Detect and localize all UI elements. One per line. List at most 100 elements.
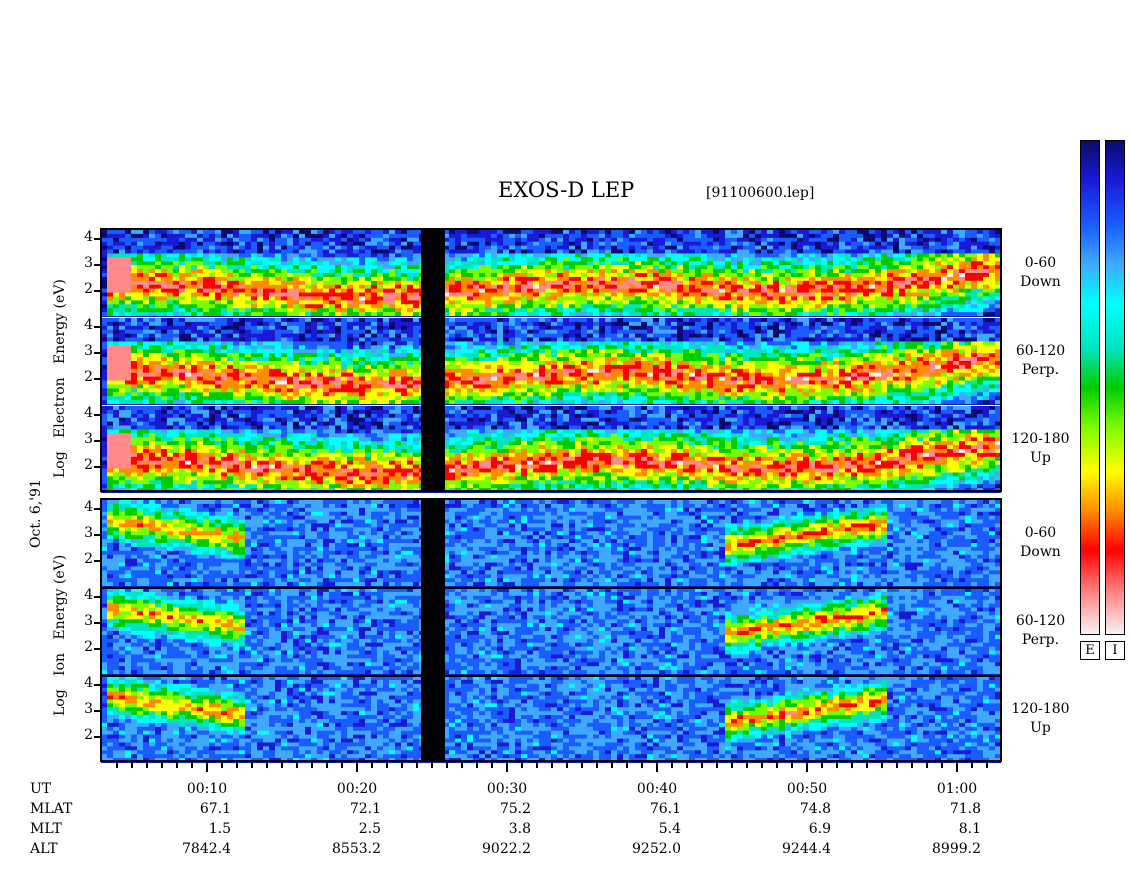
electron-colorbar bbox=[1080, 140, 1100, 635]
channel-angle: 60-120 bbox=[1015, 343, 1066, 359]
x-minor-tick bbox=[836, 762, 838, 768]
chart-title: EXOS-D LEP bbox=[498, 178, 635, 202]
x-minor-tick bbox=[941, 762, 943, 768]
x-minor-tick bbox=[146, 762, 148, 768]
y-tick-mark bbox=[94, 378, 100, 380]
ephemeris-value: 75.2 bbox=[499, 801, 531, 817]
x-minor-tick bbox=[176, 762, 178, 768]
ephemeris-value: 7842.4 bbox=[182, 841, 231, 857]
x-minor-tick bbox=[371, 762, 373, 768]
y-tick-label: 3 bbox=[84, 255, 93, 271]
ephemeris-value: 6.9 bbox=[808, 821, 831, 837]
x-minor-tick bbox=[566, 762, 568, 768]
y-tick-label: 4 bbox=[84, 229, 93, 245]
y-tick-mark bbox=[94, 534, 100, 536]
x-minor-tick bbox=[341, 762, 343, 768]
x-minor-tick bbox=[461, 762, 463, 768]
x-minor-tick bbox=[536, 762, 538, 768]
ephemeris-value: 9244.4 bbox=[782, 841, 831, 857]
channel-label: 120-180 Up bbox=[1008, 700, 1073, 738]
y-tick-mark bbox=[94, 352, 100, 354]
x-minor-tick bbox=[476, 762, 478, 768]
y-tick-label: 2 bbox=[84, 639, 93, 655]
x-minor-tick bbox=[326, 762, 328, 768]
x-minor-tick bbox=[491, 762, 493, 768]
y-tick-mark bbox=[94, 596, 100, 598]
ephemeris-value: 1.5 bbox=[208, 821, 231, 837]
x-minor-tick bbox=[731, 762, 733, 768]
x-minor-tick bbox=[311, 762, 313, 768]
y-tick-mark bbox=[94, 622, 100, 624]
spectrogram-panel bbox=[101, 676, 1001, 763]
panel-separator bbox=[100, 675, 1002, 677]
y-tick-label: 2 bbox=[84, 551, 93, 567]
x-minor-tick bbox=[131, 762, 133, 768]
x-minor-tick bbox=[416, 762, 418, 768]
panel-separator bbox=[100, 587, 1002, 589]
x-minor-tick bbox=[641, 762, 643, 768]
x-minor-tick bbox=[296, 762, 298, 768]
y-tick-mark bbox=[94, 264, 100, 266]
channel-label: 0-60 Down bbox=[1008, 254, 1073, 292]
x-minor-tick bbox=[161, 762, 163, 768]
x-major-tick bbox=[956, 762, 958, 772]
x-minor-tick bbox=[971, 762, 973, 768]
y-tick-label: 3 bbox=[84, 701, 93, 717]
electron-colorbar-label: E bbox=[1080, 641, 1100, 660]
ephemeris-value: 9022.2 bbox=[482, 841, 531, 857]
x-minor-tick bbox=[926, 762, 928, 768]
x-axis-line bbox=[100, 760, 1002, 762]
y-tick-label: 2 bbox=[84, 281, 93, 297]
y-tick-label: 4 bbox=[84, 675, 93, 691]
ephemeris-row-label: MLT bbox=[30, 821, 62, 837]
channel-direction: Down bbox=[1020, 274, 1061, 290]
y-tick-mark bbox=[94, 508, 100, 510]
spectrogram-image bbox=[101, 318, 1001, 404]
channel-angle: 120-180 bbox=[1011, 701, 1070, 717]
y-tick-label: 3 bbox=[84, 343, 93, 359]
x-minor-tick bbox=[401, 762, 403, 768]
x-minor-tick bbox=[611, 762, 613, 768]
panel-group-border bbox=[100, 498, 1002, 762]
x-minor-tick bbox=[221, 762, 223, 768]
y-tick-mark bbox=[94, 238, 100, 240]
y-tick-mark bbox=[94, 710, 100, 712]
ephemeris-value: 71.8 bbox=[949, 801, 981, 817]
ion-colorbar bbox=[1105, 140, 1125, 635]
y-tick-mark bbox=[94, 290, 100, 292]
channel-label: 0-60 Down bbox=[1008, 524, 1073, 562]
y-tick-label: 2 bbox=[84, 727, 93, 743]
x-minor-tick bbox=[866, 762, 868, 768]
ephemeris-value: 00:20 bbox=[336, 781, 378, 797]
y-tick-label: 3 bbox=[84, 613, 93, 629]
y-tick-mark bbox=[94, 736, 100, 738]
ion-colorbar-label: I bbox=[1105, 641, 1125, 660]
spectrogram-image bbox=[101, 406, 1001, 492]
ephemeris-row-label: UT bbox=[30, 781, 52, 797]
y-tick-label: 3 bbox=[84, 431, 93, 447]
spectrogram-panel bbox=[101, 406, 1001, 493]
electron-axis-label: Log Electron Energy (eV) bbox=[52, 279, 68, 478]
y-tick-label: 3 bbox=[84, 525, 93, 541]
x-major-tick bbox=[506, 762, 508, 772]
y-tick-mark bbox=[94, 414, 100, 416]
x-major-tick bbox=[806, 762, 808, 772]
x-minor-tick bbox=[281, 762, 283, 768]
x-minor-tick bbox=[671, 762, 673, 768]
channel-label: 60-120 Perp. bbox=[1008, 342, 1073, 380]
ephemeris-value: 74.8 bbox=[799, 801, 831, 817]
x-minor-tick bbox=[686, 762, 688, 768]
data-gap bbox=[421, 230, 445, 492]
x-minor-tick bbox=[251, 762, 253, 768]
ephemeris-value: 72.1 bbox=[349, 801, 381, 817]
x-minor-tick bbox=[581, 762, 583, 768]
ephemeris-row-label: ALT bbox=[30, 841, 58, 857]
x-minor-tick bbox=[986, 762, 988, 768]
channel-angle: 0-60 bbox=[1024, 255, 1057, 271]
y-tick-label: 4 bbox=[84, 499, 93, 515]
channel-label: 120-180 Up bbox=[1008, 430, 1073, 468]
ephemeris-row-label: MLAT bbox=[30, 801, 73, 817]
spectrogram-panel bbox=[101, 318, 1001, 405]
y-tick-label: 4 bbox=[84, 587, 93, 603]
ephemeris-value: 00:50 bbox=[786, 781, 828, 797]
